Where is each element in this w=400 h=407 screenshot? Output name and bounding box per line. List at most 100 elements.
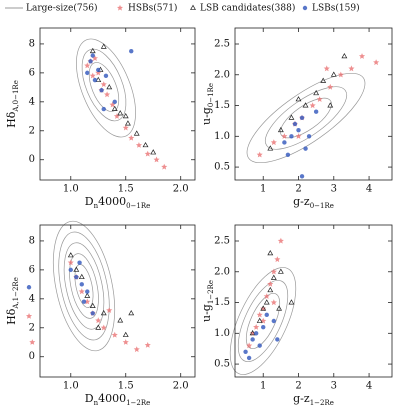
point (113, 113, 120, 119)
plot-frame (39, 27, 196, 181)
contours-1 (76, 38, 136, 138)
points (84, 43, 168, 170)
points (26, 252, 151, 353)
point (92, 77, 98, 83)
plot-frame (39, 224, 196, 378)
point (68, 267, 73, 273)
point (79, 282, 84, 287)
point (323, 65, 330, 72)
label-part: 4000 (98, 392, 126, 405)
x-tick-label: 1.0 (63, 381, 79, 392)
point (89, 302, 96, 308)
x-axis-label: g-z1−2Re (293, 392, 334, 407)
legend-marker (302, 5, 308, 11)
point (261, 324, 266, 330)
point (91, 55, 98, 61)
y-tick-label: 2.0 (214, 266, 230, 277)
y-tick-label: 4 (29, 96, 35, 107)
point (337, 71, 344, 78)
point (129, 48, 134, 54)
point (100, 43, 107, 49)
point (101, 106, 106, 112)
x-tick-label: 2.0 (173, 184, 189, 195)
point (282, 140, 287, 145)
point (150, 149, 157, 155)
y-tick-label: 1.5 (214, 100, 230, 111)
point (67, 259, 74, 266)
point (133, 130, 140, 136)
point (85, 289, 90, 294)
point (78, 288, 85, 295)
legend-label: HSBs(571) (128, 3, 177, 14)
y-tick-label: 0.5 (214, 359, 230, 370)
point (320, 77, 327, 83)
point (267, 286, 274, 293)
point (29, 339, 36, 345)
x-tick-label: 2 (295, 381, 301, 392)
point (26, 313, 33, 319)
point (117, 317, 124, 323)
label-part: A,0−1Re (12, 80, 20, 112)
point (253, 324, 260, 330)
point (263, 299, 270, 305)
point (292, 121, 298, 127)
point (277, 126, 284, 133)
y-tick-label: 6 (29, 67, 35, 78)
point (330, 71, 337, 77)
point (84, 298, 91, 305)
contours-2 (246, 72, 366, 164)
y-tick-label: 4 (29, 293, 35, 304)
point (246, 355, 252, 361)
points (256, 52, 380, 179)
x-tick-label: 1.0 (63, 184, 79, 195)
plot-frame (234, 224, 393, 378)
point (276, 305, 283, 311)
point (295, 96, 302, 102)
x-tick-label: 1 (260, 381, 266, 392)
plot-frame (234, 27, 393, 181)
point (122, 112, 129, 119)
point (257, 343, 262, 348)
point (81, 299, 87, 304)
point (306, 134, 312, 139)
point (153, 156, 160, 163)
label-part: A,1−2Re (12, 277, 20, 309)
point (299, 115, 305, 121)
y-tick-label: 0.5 (214, 162, 230, 173)
point (302, 102, 309, 108)
point (359, 53, 366, 59)
point (112, 99, 117, 105)
point (270, 299, 277, 306)
legend-marker (117, 4, 123, 11)
point (95, 69, 102, 76)
point (260, 305, 267, 312)
point (256, 317, 263, 323)
point (309, 102, 316, 109)
point (84, 292, 91, 298)
y-tick-label: 2 (29, 125, 35, 136)
y-tick-label: 8 (29, 38, 35, 49)
point (373, 59, 380, 66)
point (142, 141, 149, 148)
point (270, 268, 277, 275)
y-tick-label: 2.5 (214, 39, 230, 50)
x-axis-label: Dn40000−1Re (85, 195, 151, 210)
point (341, 52, 348, 59)
point (281, 133, 288, 139)
label-part: u-g (200, 304, 213, 322)
label-part: 4000 (98, 195, 126, 208)
label-part: g-z (293, 392, 310, 405)
label-part: Hδ (5, 308, 18, 325)
point (128, 134, 135, 141)
y-tick-label: 1.0 (214, 328, 230, 339)
legend-marker (190, 4, 196, 10)
point (122, 339, 129, 345)
point (271, 318, 277, 324)
point (96, 67, 101, 73)
x-tick-label: 1.5 (118, 184, 134, 195)
y-tick-label: 2 (29, 322, 35, 333)
x-axis-label: Dn40001−2Re (85, 392, 151, 407)
point (78, 273, 85, 280)
point (267, 249, 274, 256)
point (264, 312, 269, 318)
